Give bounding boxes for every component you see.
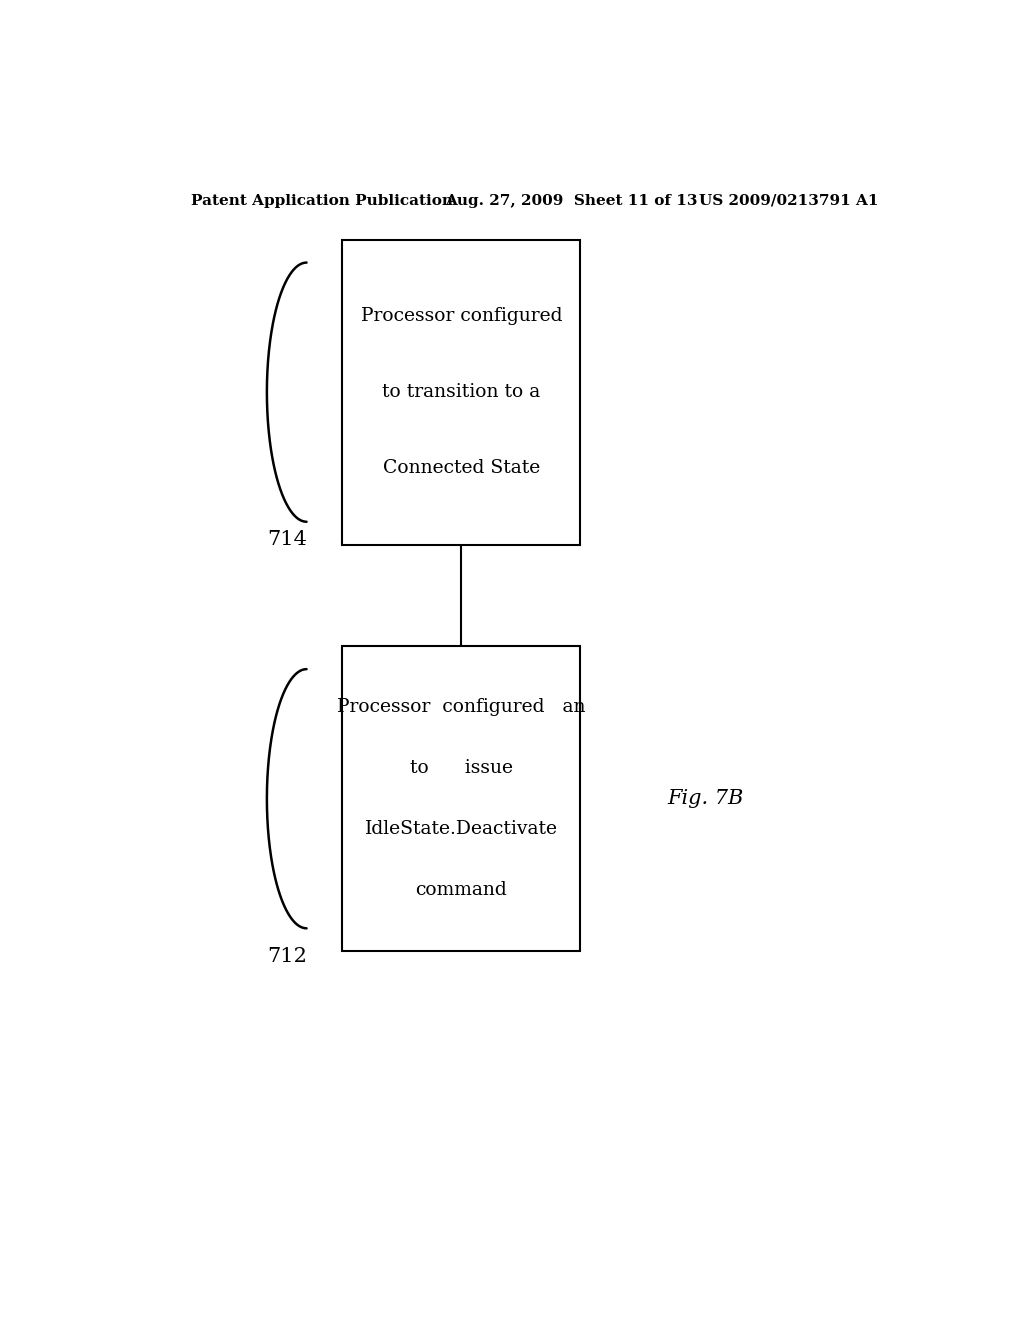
Text: to transition to a: to transition to a <box>382 383 541 401</box>
Bar <box>342 647 581 952</box>
Bar <box>342 240 581 545</box>
Text: to      issue: to issue <box>410 759 513 777</box>
Text: Processor  configured   an: Processor configured an <box>337 698 586 717</box>
Text: Patent Application Publication: Patent Application Publication <box>191 194 454 209</box>
Text: Fig. 7B: Fig. 7B <box>668 789 744 808</box>
Text: Aug. 27, 2009  Sheet 11 of 13: Aug. 27, 2009 Sheet 11 of 13 <box>445 194 698 209</box>
Text: Processor configured: Processor configured <box>360 308 562 325</box>
Text: 712: 712 <box>267 946 307 966</box>
Text: command: command <box>416 882 507 899</box>
Text: US 2009/0213791 A1: US 2009/0213791 A1 <box>699 194 879 209</box>
Text: Connected State: Connected State <box>383 459 540 478</box>
Text: IdleState.Deactivate: IdleState.Deactivate <box>365 820 558 838</box>
Text: 714: 714 <box>267 531 307 549</box>
